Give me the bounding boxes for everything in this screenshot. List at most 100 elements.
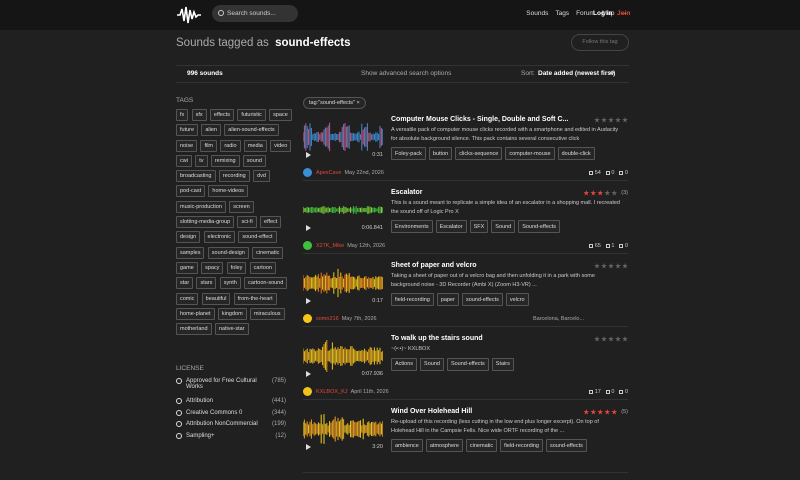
star[interactable] xyxy=(597,190,604,196)
star[interactable] xyxy=(604,190,611,196)
tag-pill[interactable]: Sound-effects xyxy=(446,357,489,371)
tag-pill[interactable]: cinematic xyxy=(252,246,284,259)
waveform[interactable] xyxy=(303,336,383,378)
tag-pill[interactable]: game xyxy=(176,261,198,274)
tag-pill[interactable]: sound xyxy=(242,154,266,167)
waveform[interactable] xyxy=(303,190,383,232)
tag-pill[interactable]: stars xyxy=(196,277,217,290)
tag-pill[interactable]: computer-mouse xyxy=(505,147,555,160)
star[interactable] xyxy=(594,263,600,269)
tag-pill[interactable]: Actions xyxy=(391,357,418,371)
tag-pill[interactable]: remixing xyxy=(210,154,240,167)
tag-pill[interactable]: field-recording xyxy=(500,439,543,452)
play-button[interactable] xyxy=(306,371,311,377)
tag-pill[interactable]: electronic xyxy=(203,231,236,244)
tag-pill[interactable]: Escalator xyxy=(435,220,467,233)
user-name[interactable]: ApexCave xyxy=(316,170,342,176)
tag-pill[interactable]: cwi xyxy=(176,154,192,167)
star[interactable] xyxy=(601,336,607,342)
star[interactable] xyxy=(590,409,597,415)
username[interactable]: X27K_Mike May 12th, 2026 xyxy=(316,243,385,249)
waveform[interactable] xyxy=(303,263,383,305)
login-link[interactable]: Log in xyxy=(593,10,613,17)
star[interactable] xyxy=(597,409,604,415)
license-item[interactable]: Creative Commons 0 (344) xyxy=(176,410,286,416)
tag-pill[interactable]: broadcasting xyxy=(176,170,216,183)
user-name[interactable]: somn216 xyxy=(316,316,339,322)
tag-pill[interactable]: Environments xyxy=(391,220,433,233)
tag-pill[interactable]: button xyxy=(428,147,453,160)
tag-pill[interactable]: beautiful xyxy=(201,292,231,305)
tag-pill[interactable]: future xyxy=(176,124,199,137)
nav-link[interactable]: ··· xyxy=(621,10,629,17)
star[interactable] xyxy=(615,336,621,342)
tag-pill[interactable]: sound-effects xyxy=(461,293,503,306)
tag-pill[interactable]: alien xyxy=(201,124,221,137)
tag-pill[interactable]: Stairs xyxy=(491,357,514,371)
tag-pill[interactable]: from-the-heart xyxy=(233,292,277,305)
license-item[interactable]: Attribution NonCommercial (199) xyxy=(176,421,286,427)
star[interactable] xyxy=(583,409,590,415)
tag-pill[interactable]: ambience xyxy=(391,439,423,452)
filter-chip[interactable]: tag:"sound-effects" × xyxy=(303,97,366,109)
user-name[interactable]: KXLBOX_KJ xyxy=(316,389,348,395)
tag-pill[interactable]: kingdom xyxy=(217,307,247,320)
sound-title[interactable]: Computer Mouse Clicks - Single, Double a… xyxy=(391,116,569,123)
user-name[interactable]: X27K_Mike xyxy=(316,243,345,249)
sort-select[interactable]: Date added (newest first) xyxy=(538,70,616,77)
star[interactable] xyxy=(611,190,618,196)
tag-pill[interactable]: cartoon-sound xyxy=(244,277,288,290)
star[interactable] xyxy=(594,336,600,342)
tag-pill[interactable]: slotting-media-group xyxy=(176,216,235,229)
tag-pill[interactable]: effects xyxy=(209,109,235,121)
tag-pill[interactable]: clicks-sequence xyxy=(455,147,503,160)
join-link[interactable]: Join xyxy=(617,10,631,17)
tag-pill[interactable]: pod-cast xyxy=(176,185,206,198)
tag-pill[interactable]: atmosphere xyxy=(425,439,463,452)
tag-pill[interactable]: double-click xyxy=(557,147,595,160)
username[interactable]: ApexCave May 22nd, 2026 xyxy=(316,170,384,176)
tag-pill[interactable]: dvd xyxy=(253,170,270,183)
tag-pill[interactable]: SFX xyxy=(469,220,489,233)
tag-pill[interactable]: spacy xyxy=(201,261,224,274)
follow-button[interactable]: Follow this tag xyxy=(571,34,629,51)
star[interactable] xyxy=(611,409,618,415)
username[interactable]: KXLBOX_KJ April 11th, 2026 xyxy=(316,389,389,395)
sound-title[interactable]: Escalator xyxy=(391,189,423,196)
tag-pill[interactable]: film xyxy=(200,139,218,152)
tag-pill[interactable]: motherland xyxy=(176,323,212,336)
play-button[interactable] xyxy=(306,152,311,158)
tag-pill[interactable]: fx xyxy=(176,109,189,121)
star[interactable] xyxy=(594,117,600,123)
star[interactable] xyxy=(622,263,628,269)
tag-pill[interactable]: music-production xyxy=(176,200,226,213)
tag-pill[interactable]: media xyxy=(243,139,267,152)
sound-title[interactable]: Sheet of paper and velcro xyxy=(391,262,477,269)
tag-pill[interactable]: tv xyxy=(195,154,208,167)
tag-pill[interactable]: sfx xyxy=(191,109,207,121)
tag-pill[interactable]: space xyxy=(269,109,292,121)
tag-pill[interactable]: field-recording xyxy=(391,293,434,306)
sound-title[interactable]: Wind Over Holehead Hill xyxy=(391,408,473,415)
tag-pill[interactable]: Sound xyxy=(491,220,516,233)
tag-pill[interactable]: video xyxy=(270,139,292,152)
star[interactable] xyxy=(601,263,607,269)
tag-pill[interactable]: foley xyxy=(226,261,247,274)
tag-pill[interactable]: Sound xyxy=(420,357,444,371)
logo[interactable] xyxy=(177,6,201,24)
star[interactable] xyxy=(615,117,621,123)
chip-remove[interactable]: × xyxy=(356,100,360,106)
waveform[interactable] xyxy=(303,409,383,451)
tag-pill[interactable]: native-star xyxy=(214,323,249,336)
tag-pill[interactable]: sci-fi xyxy=(237,216,257,229)
tag-pill[interactable]: futuristic xyxy=(237,109,266,121)
tag-pill[interactable]: star xyxy=(176,277,194,290)
star[interactable] xyxy=(615,263,621,269)
tag-pill[interactable]: screen xyxy=(229,200,254,213)
tag-pill[interactable]: comic xyxy=(176,292,199,305)
star[interactable] xyxy=(590,190,597,196)
star[interactable] xyxy=(608,336,614,342)
play-button[interactable] xyxy=(306,444,311,450)
star[interactable] xyxy=(622,117,628,123)
search-box[interactable]: Search sounds... xyxy=(212,5,298,22)
